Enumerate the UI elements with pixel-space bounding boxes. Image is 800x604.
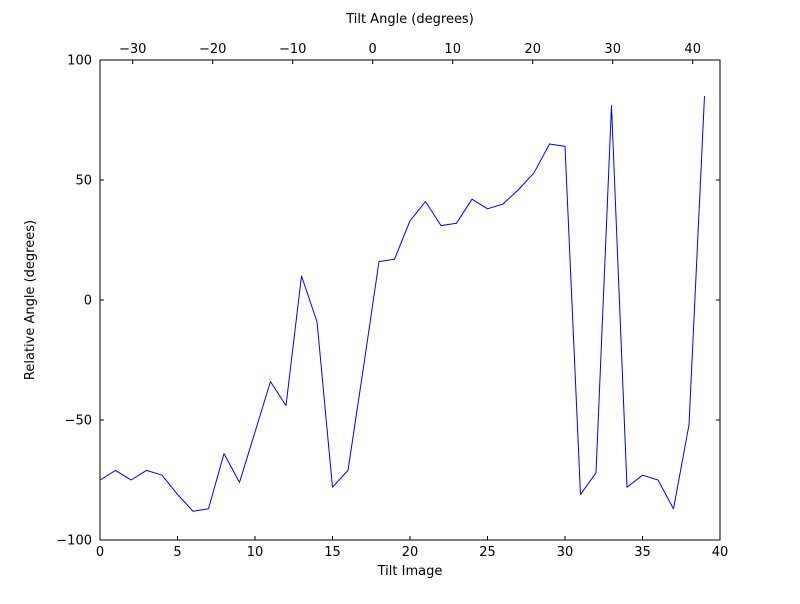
top-tick-label: 0: [369, 42, 377, 57]
top-axis-label: Tilt Angle (degrees): [345, 12, 474, 27]
data-series-line: [99, 95, 705, 512]
x-tick-label: 15: [324, 545, 341, 560]
x-tick-label: 35: [634, 545, 651, 560]
top-tick-label: −30: [119, 42, 146, 57]
top-tick-label: 20: [524, 42, 541, 57]
y-tick-label: −50: [65, 414, 92, 429]
x-tick-label: 30: [557, 545, 574, 560]
top-tick-label: 10: [444, 42, 461, 57]
top-tick-label: −20: [199, 42, 226, 57]
top-tick-label: 40: [684, 42, 701, 57]
top-tick-label: 30: [604, 42, 621, 57]
x-axis-label: Tilt Image: [377, 564, 443, 579]
y-tick-label: 50: [75, 174, 92, 189]
y-axis-label: Relative Angle (degrees): [23, 220, 38, 380]
y-tick-label: 0: [84, 294, 92, 309]
x-tick-label: 25: [479, 545, 496, 560]
x-tick-label: 0: [96, 545, 104, 560]
x-tick-label: 40: [712, 545, 729, 560]
x-tick-label: 5: [173, 545, 181, 560]
y-tick-label: 100: [67, 54, 92, 69]
y-tick-label: −100: [56, 534, 92, 549]
top-tick-label: −10: [279, 42, 306, 57]
x-tick-label: 20: [402, 545, 419, 560]
x-tick-label: 10: [247, 545, 264, 560]
